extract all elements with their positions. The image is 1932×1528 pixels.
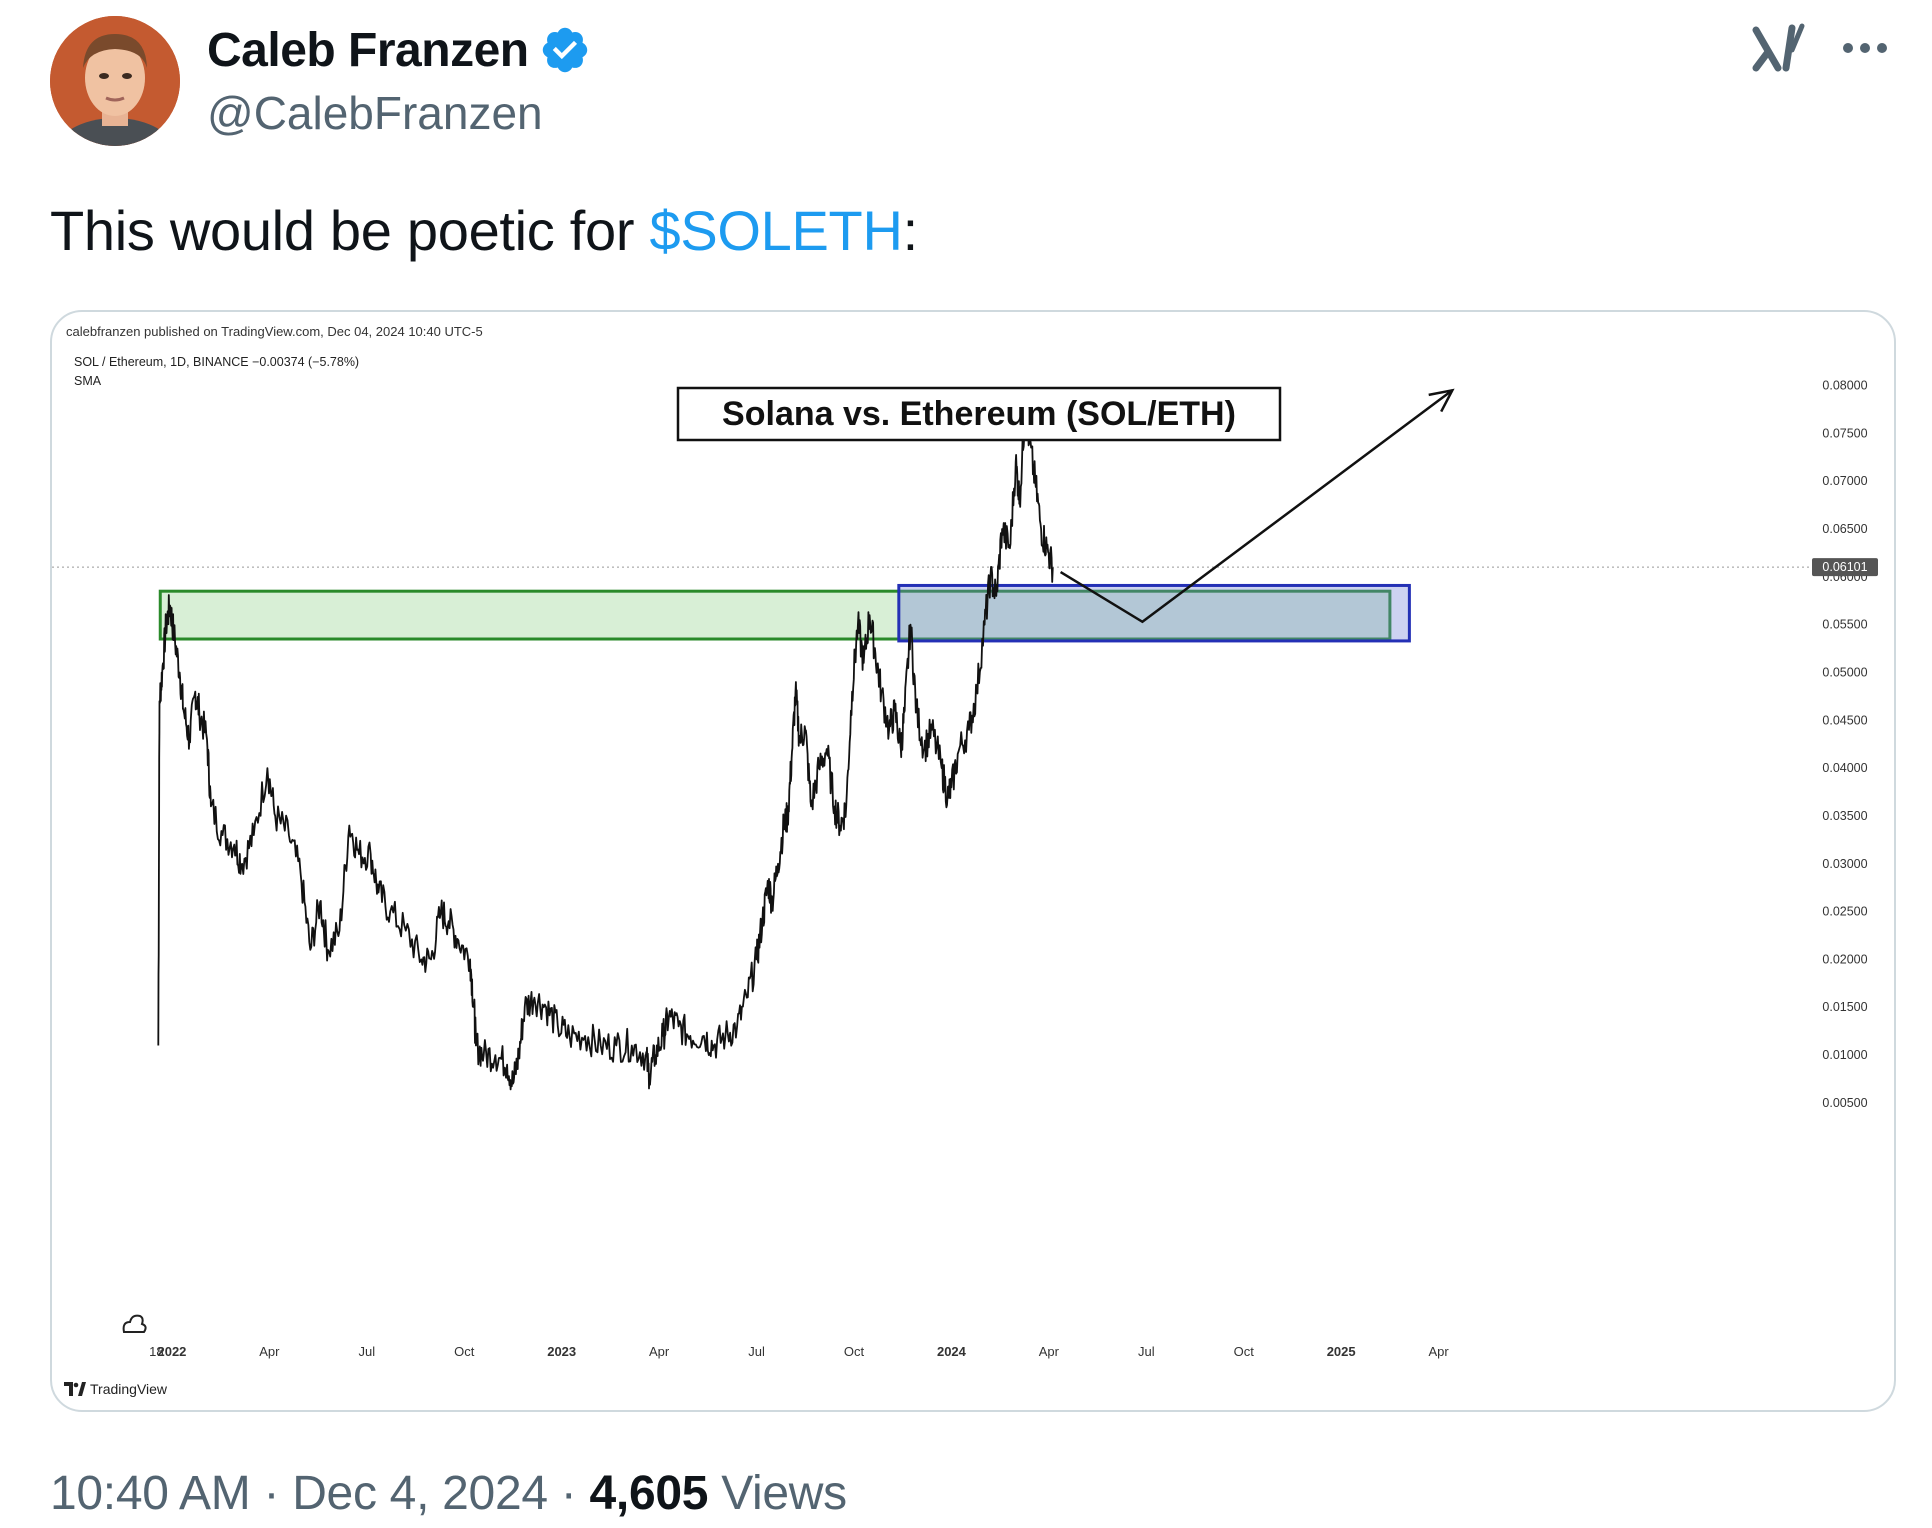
symbol-line: SOL / Ethereum, 1D, BINANCE −0.00374 (−5… <box>74 355 359 369</box>
x-tick-label: Apr <box>1428 1344 1449 1359</box>
tradingview-brand: TradingView <box>64 1314 168 1397</box>
more-options-icon[interactable] <box>1840 28 1890 68</box>
x-tick-label: 2022 <box>157 1344 186 1359</box>
price-series <box>157 403 1054 1091</box>
tradingview-replay-icon <box>122 1314 147 1333</box>
y-tick-label: 0.05500 <box>1822 618 1867 632</box>
x-tick-label: 2024 <box>937 1344 967 1359</box>
y-tick-label: 0.06500 <box>1822 522 1867 536</box>
tweet-text: This would be poetic for $SOLETH: <box>50 198 918 263</box>
chart-canvas: calebfranzen published on TradingView.co… <box>52 324 1878 1397</box>
x-tick-label: Apr <box>649 1344 670 1359</box>
meta-separator: · <box>560 1467 577 1520</box>
y-tick-label: 0.03500 <box>1822 809 1867 823</box>
indicator-label: SMA <box>74 374 102 388</box>
x-tick-label: Oct <box>1234 1344 1255 1359</box>
x-tick-label: Apr <box>1039 1344 1060 1359</box>
chart-title-box: Solana vs. Ethereum (SOL/ETH) <box>676 386 1282 442</box>
y-tick-label: 0.02000 <box>1822 952 1867 966</box>
handle[interactable]: @CalebFranzen <box>207 87 543 139</box>
y-tick-label: 0.04500 <box>1822 713 1867 727</box>
projection-arrow-line <box>1059 389 1454 624</box>
display-name[interactable]: Caleb Franzen <box>207 23 529 77</box>
y-tick-label: 0.05000 <box>1822 665 1867 679</box>
green-support-zone <box>158 589 1392 641</box>
published-line: calebfranzen published on TradingView.co… <box>66 324 483 339</box>
x-tick-label: Jul <box>748 1344 765 1359</box>
avatar-portrait <box>50 16 180 146</box>
x-tick-label: 2025 <box>1327 1344 1356 1359</box>
price-line <box>157 403 1054 1091</box>
y-tick-label: 0.04000 <box>1822 761 1867 775</box>
x-tick-label: Jul <box>1138 1344 1155 1359</box>
zones-layer <box>158 583 1411 643</box>
x-tick-label: Oct <box>454 1344 475 1359</box>
x-tick-label: 18 <box>149 1344 163 1359</box>
grok-logo-icon[interactable] <box>1752 22 1806 74</box>
y-tick-label: 0.07500 <box>1822 426 1867 440</box>
tweet-text-body: This would be poetic for <box>50 199 650 262</box>
meta-separator: · <box>263 1467 280 1520</box>
tweet-media-chart[interactable]: calebfranzen published on TradingView.co… <box>50 310 1896 1412</box>
x-tick-label: Apr <box>259 1344 280 1359</box>
y-tick-label: 0.01500 <box>1822 1000 1867 1014</box>
current-price-badge: 0.06101 <box>1812 558 1878 577</box>
views-count[interactable]: 4,605 <box>589 1467 709 1520</box>
y-tick-label: 0.03000 <box>1822 857 1867 871</box>
chart-title: Solana vs. Ethereum (SOL/ETH) <box>722 395 1236 433</box>
y-tick-label: 0.07000 <box>1822 474 1867 488</box>
y-tick-label: 0.08000 <box>1822 379 1867 393</box>
author-name-row: Caleb Franzen <box>207 20 591 80</box>
tweet-text-tail: : <box>902 199 919 262</box>
tweet-date[interactable]: Dec 4, 2024 <box>292 1467 548 1520</box>
tweet-time[interactable]: 10:40 AM <box>50 1467 251 1520</box>
avatar[interactable] <box>50 16 180 146</box>
y-tick-label: 0.02500 <box>1822 905 1867 919</box>
cashtag-link[interactable]: $SOLETH <box>649 199 903 262</box>
y-tick-label: 0.00500 <box>1822 1096 1867 1110</box>
y-axis: 0.080000.075000.070000.065000.060000.055… <box>1822 379 1867 1110</box>
current-price-label: 0.06101 <box>1822 560 1867 574</box>
projection-arrow <box>1059 388 1455 624</box>
projection-arrow-head <box>1428 388 1455 413</box>
x-tick-label: Oct <box>844 1344 865 1359</box>
tradingview-logo-icon <box>64 1382 86 1396</box>
x-tick-label: 2023 <box>547 1344 576 1359</box>
x-tick-label: Jul <box>359 1344 376 1359</box>
y-tick-label: 0.01000 <box>1822 1048 1867 1062</box>
tweet-meta: 10:40 AM · Dec 4, 2024 · 4,605 Views <box>50 1466 847 1521</box>
tradingview-brand-label: TradingView <box>90 1381 168 1397</box>
verified-badge-icon <box>542 27 587 73</box>
views-label: Views <box>721 1467 847 1520</box>
